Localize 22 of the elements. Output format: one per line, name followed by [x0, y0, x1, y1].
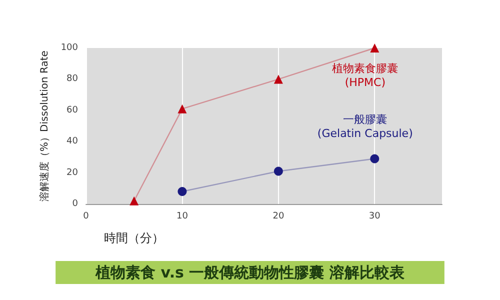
y-tick-label: 20 — [66, 168, 78, 178]
y-tick-label: 60 — [66, 105, 78, 116]
point — [178, 187, 187, 196]
x-tick-label: 30 — [368, 212, 381, 222]
text: 植物素食 v.s 一般傳統動物性膠囊 溶解比較表 — [94, 264, 406, 282]
x-tick-label: 10 — [176, 212, 188, 222]
y-tick-label: 100 — [60, 43, 78, 53]
point — [274, 166, 283, 176]
x-tick-label: 0 — [83, 212, 90, 222]
text: 一般膠囊 (Gelatin Capsule) — [317, 112, 413, 140]
point — [274, 74, 283, 84]
point — [130, 196, 139, 206]
point — [370, 44, 380, 52]
point — [178, 104, 187, 114]
series-label: 植物素食膠囊 (HPMC) — [332, 62, 398, 89]
x-axis-title: 時間（分） — [104, 231, 164, 245]
point — [370, 154, 380, 164]
x-tick-label: 20 — [272, 212, 284, 222]
y-tick-label: 0 — [72, 199, 78, 209]
y-axis-title: 溶解速度（%）Dissolution Rate — [38, 50, 50, 202]
y-tick-label: 40 — [66, 136, 78, 147]
y-tick-label: 80 — [66, 74, 78, 84]
